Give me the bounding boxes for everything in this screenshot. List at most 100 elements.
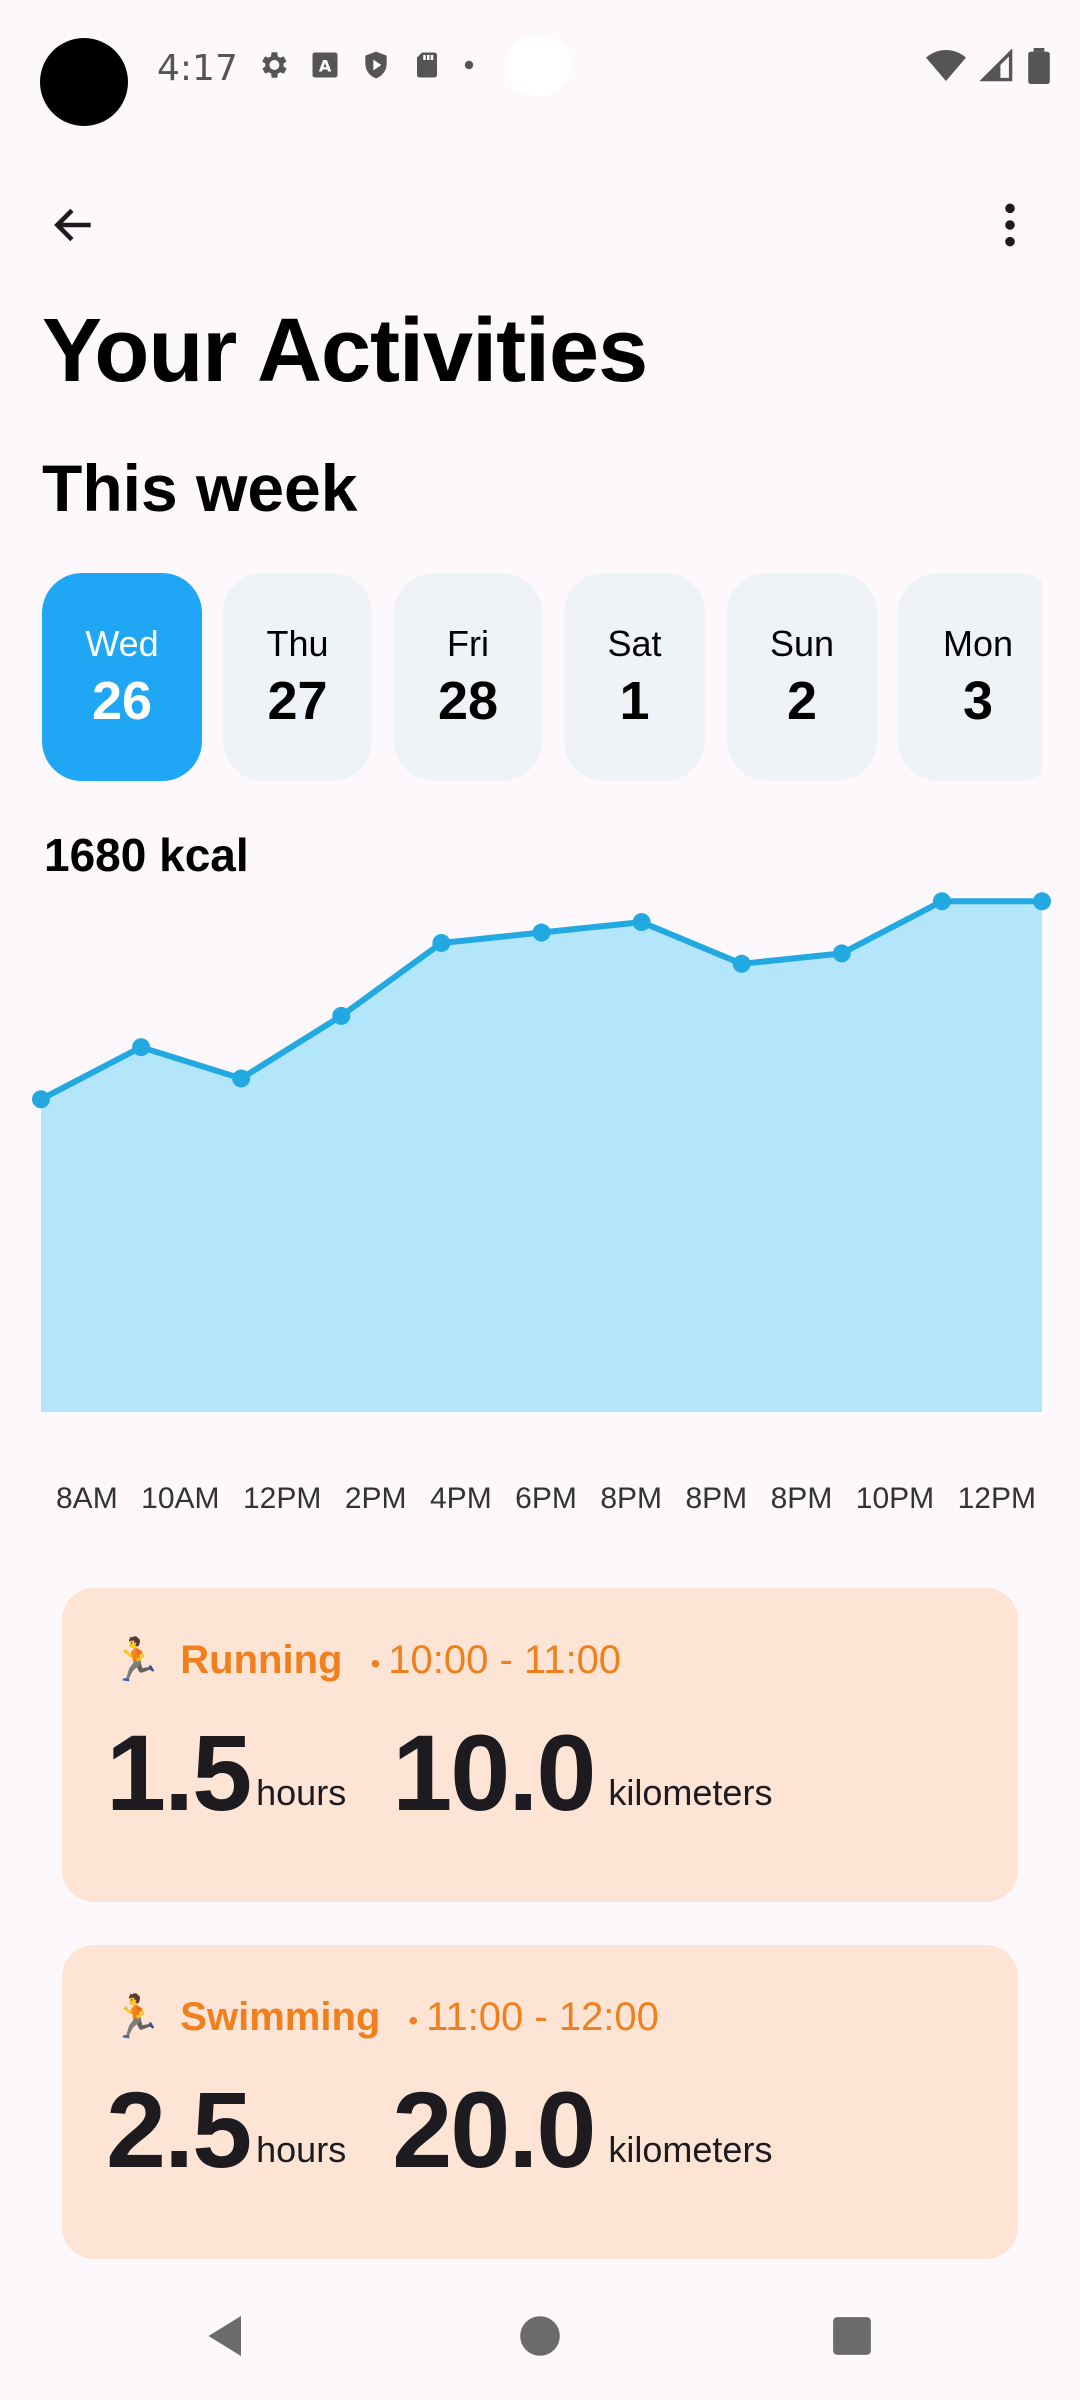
chart-point-2	[232, 1069, 251, 1088]
day-name: Sun	[769, 623, 835, 664]
shield-icon	[365, 51, 387, 79]
duration-unit: hours	[256, 2129, 347, 2170]
nav-home-icon	[520, 2316, 560, 2356]
chart-point-7	[732, 954, 751, 973]
x-tick-label: 8PM	[770, 1482, 833, 1515]
day-name: Wed	[85, 623, 159, 664]
status-right-icons	[926, 48, 1050, 84]
distance-unit: kilometers	[608, 2129, 773, 2170]
chart-point-6	[632, 913, 651, 932]
x-tick-label: 6PM	[515, 1482, 577, 1515]
x-tick-label: 8PM	[600, 1482, 662, 1515]
day-number: 2	[786, 671, 818, 731]
activity-header: 🏃 Swimming • 11:00 - 12:00	[110, 1993, 659, 2042]
font-a-icon: A	[312, 52, 338, 78]
page-title: Your Activities	[42, 301, 648, 401]
day-chip-mon[interactable]: Mon 3	[898, 573, 1042, 781]
nav-recents-button[interactable]	[812, 2296, 892, 2376]
chart-x-axis-labels: 8AM 10AM 12PM 2PM 4PM 6PM 8PM 8PM 8PM 10PM 12PM	[56, 1482, 1036, 1516]
distance-value: 10.0	[392, 1712, 596, 1833]
x-tick-label: 12PM	[243, 1482, 322, 1515]
more-vert-icon	[1005, 203, 1015, 247]
x-tick-label: 8AM	[56, 1482, 118, 1515]
day-chip-sat[interactable]: Sat 1	[564, 573, 705, 781]
distance-unit: kilometers	[608, 1772, 773, 1813]
x-tick-label: 2PM	[344, 1482, 407, 1515]
day-chip-sun[interactable]: Sun 2	[727, 573, 877, 781]
x-tick-label: 12PM	[957, 1482, 1036, 1515]
chart-point-4	[432, 933, 451, 952]
activity-name: Running	[180, 1638, 343, 1682]
chart-point-8	[832, 944, 851, 963]
gear-icon	[262, 52, 287, 78]
activity-chart	[0, 870, 1080, 1430]
activity-time-range: 10:00 - 11:00	[388, 1638, 622, 1682]
nav-back-button[interactable]	[186, 2296, 266, 2376]
dot-icon	[464, 60, 474, 70]
status-left-icons: A	[256, 48, 476, 82]
duration-unit: hours	[256, 1772, 347, 1813]
section-title: This week	[42, 451, 358, 525]
x-tick-label: 8PM	[685, 1482, 748, 1515]
nav-back-icon	[208, 2316, 241, 2356]
app-bar	[0, 175, 1080, 265]
system-nav-bar	[0, 2272, 1080, 2400]
wifi-icon	[926, 50, 966, 81]
day-name: Mon	[942, 623, 1014, 664]
kcal-total: 1680 kcal	[44, 829, 249, 881]
day-number: 1	[619, 671, 650, 731]
day-chip-wed[interactable]: Wed 26	[42, 573, 202, 781]
chart-point-5	[532, 923, 551, 942]
nav-recents-icon	[833, 2317, 871, 2355]
day-number: 28	[437, 671, 499, 731]
day-number: 26	[91, 671, 153, 731]
activity-card-swimming[interactable]: 🏃 Swimming • 11:00 - 12:00 2.5 hours 20.0…	[62, 1945, 1018, 2259]
day-name: Thu	[266, 623, 329, 664]
day-name: Fri	[447, 623, 489, 664]
separator-dot: •	[370, 1648, 381, 1679]
camera-cutout	[40, 38, 128, 126]
activity-header: 🏃 Running • 10:00 - 11:00	[110, 1636, 621, 1685]
duration-value: 2.5	[106, 2069, 252, 2190]
activity-stats: 2.5 hours 20.0 kilometers	[106, 2075, 772, 2185]
chart-point-10	[1033, 892, 1051, 911]
status-time: 4:17	[157, 48, 238, 89]
runner-icon: 🏃	[110, 1993, 163, 2040]
duration-value: 1.5	[106, 1712, 252, 1833]
battery-icon	[1028, 48, 1050, 84]
sd-card-icon	[417, 52, 437, 78]
chart-area-fill	[41, 901, 1042, 1412]
chart-points	[32, 892, 1051, 1109]
activity-time: • 10:00 - 11:00	[370, 1638, 621, 1683]
x-tick-label: 4PM	[430, 1482, 492, 1515]
back-button[interactable]	[34, 185, 114, 265]
svg-text:A: A	[319, 56, 332, 75]
activity-time: • 11:00 - 12:00	[408, 1995, 659, 2040]
activity-name: Swimming	[180, 1995, 381, 2039]
status-pill	[505, 36, 571, 96]
chart-point-3	[332, 1006, 351, 1025]
distance-value: 20.0	[392, 2069, 596, 2190]
runner-icon: 🏃	[110, 1636, 163, 1683]
x-tick-label: 10PM	[855, 1482, 935, 1515]
chart-point-9	[932, 892, 951, 911]
chart-point-0	[32, 1090, 50, 1109]
day-number: 27	[267, 671, 328, 731]
day-selector: Wed 26 Thu 27 Fri 28 Sat 1 Sun 2 Mon 3	[42, 573, 1042, 783]
x-tick-label: 10AM	[141, 1482, 220, 1515]
signal-icon	[980, 49, 1013, 82]
day-name: Sat	[607, 623, 662, 664]
activity-card-running[interactable]: 🏃 Running • 10:00 - 11:00 1.5 hours 10.0 …	[62, 1588, 1018, 1902]
day-number: 3	[962, 671, 994, 731]
status-bar: 4:17 A	[0, 0, 1080, 140]
day-chip-fri[interactable]: Fri 28	[394, 573, 542, 781]
more-options-button[interactable]	[970, 185, 1050, 265]
nav-home-button[interactable]	[500, 2296, 580, 2376]
activity-time-range: 11:00 - 12:00	[426, 1995, 659, 2039]
separator-dot: •	[408, 2005, 419, 2036]
area-chart	[32, 892, 1051, 1412]
arrow-left-icon	[54, 208, 91, 242]
chart-point-1	[132, 1038, 151, 1057]
activity-stats: 1.5 hours 10.0 kilometers	[106, 1718, 772, 1828]
day-chip-thu[interactable]: Thu 27	[223, 573, 372, 781]
